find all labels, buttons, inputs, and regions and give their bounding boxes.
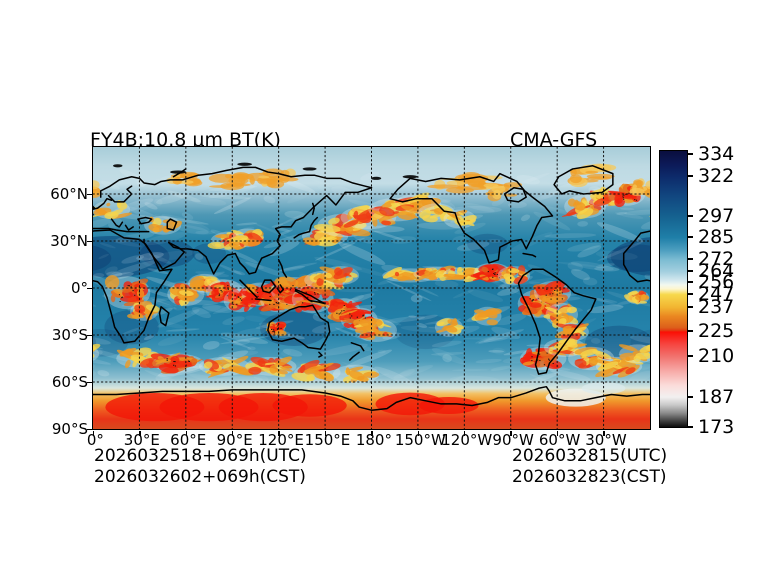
colorbar-tick-label: 272 [698,248,735,271]
x-tick-label: 30°W [585,431,627,449]
colorbar-tick-label: 285 [698,225,735,248]
x-tick-label: 150°W [394,431,446,449]
y-tick-label: 0° [70,279,88,298]
colorbar-tick-mark [688,396,693,398]
colorbar-tick-label: 297 [698,204,735,227]
y-tick-label: 30°S [51,326,88,345]
colorbar-tick-mark [688,426,693,428]
x-tick-label: 60°E [170,431,207,449]
colorbar-tick-mark [688,153,693,155]
colorbar-tick-label: 256 [698,271,735,294]
colorbar-tick-mark [688,293,693,295]
x-tick-mark [464,430,466,436]
x-tick-label: 60°W [538,431,581,449]
y-tick-mark [87,193,93,196]
map-title-right: CMA-GFS [510,129,598,151]
bt-map-canvas [93,147,650,429]
x-tick-mark [92,430,95,436]
y-tick-mark [87,428,93,431]
colorbar-tick-mark [688,175,693,177]
x-tick-mark [324,430,327,436]
x-tick-label: 120°W [441,431,493,449]
x-tick-mark [417,430,419,436]
x-tick-mark [556,430,559,436]
x-tick-mark [231,430,234,436]
x-tick-mark [510,430,512,436]
x-tick-label: 150°E [304,431,351,449]
colorbar [659,150,688,428]
x-tick-label: 0° [86,431,104,449]
colorbar-tick-label: 173 [698,416,735,438]
colorbar-tick-mark [688,258,693,260]
y-tick-mark [87,381,93,384]
colorbar-tick-mark [688,281,693,283]
colorbar-tick-mark [688,215,693,217]
colorbar-tick-mark [688,306,693,308]
x-tick-mark [278,430,280,436]
colorbar-tick-label: 322 [698,165,735,188]
x-tick-mark [371,430,373,436]
colorbar-tick-label: 225 [698,319,735,342]
y-tick-mark [87,334,93,337]
map-title-left: FY4B:10.8 μm BT(K) [90,129,281,151]
map-plot-area [92,146,651,430]
x-tick-label: 90°E [216,431,253,449]
colorbar-tick-label: 187 [698,386,735,409]
colorbar-tick-label: 334 [698,142,735,165]
x-tick-label: 180° [355,431,392,449]
y-tick-mark [87,287,93,290]
x-tick-label: 120°E [258,431,304,449]
colorbar-tick-mark [688,270,693,272]
colorbar-tick-label: 210 [698,345,735,368]
colorbar-tick-mark [688,355,693,357]
y-tick-mark [87,240,93,243]
colorbar-tick-label: 237 [698,296,735,319]
x-tick-mark [139,430,141,436]
colorbar-tick-label: 264 [698,260,735,283]
init-time-cst: 2026032602+069h(CST) [94,467,306,487]
valid-time-cst: 2026032823(CST) [512,467,667,487]
y-tick-label: 90°S [51,420,88,439]
x-tick-mark [603,430,605,436]
y-tick-label: 60°S [51,373,88,392]
y-tick-label: 30°N [50,232,88,251]
x-tick-mark [185,430,187,436]
init-time-utc: 2026032518+069h(UTC) [94,446,307,466]
valid-time-utc: 2026032815(UTC) [512,446,668,466]
x-tick-label: 30°E [123,431,160,449]
colorbar-tick-label: 247 [698,283,735,306]
colorbar-tick-mark [688,236,693,238]
x-tick-label: 90°W [492,431,534,449]
colorbar-tick-mark [688,330,693,332]
y-tick-label: 60°N [50,185,88,204]
